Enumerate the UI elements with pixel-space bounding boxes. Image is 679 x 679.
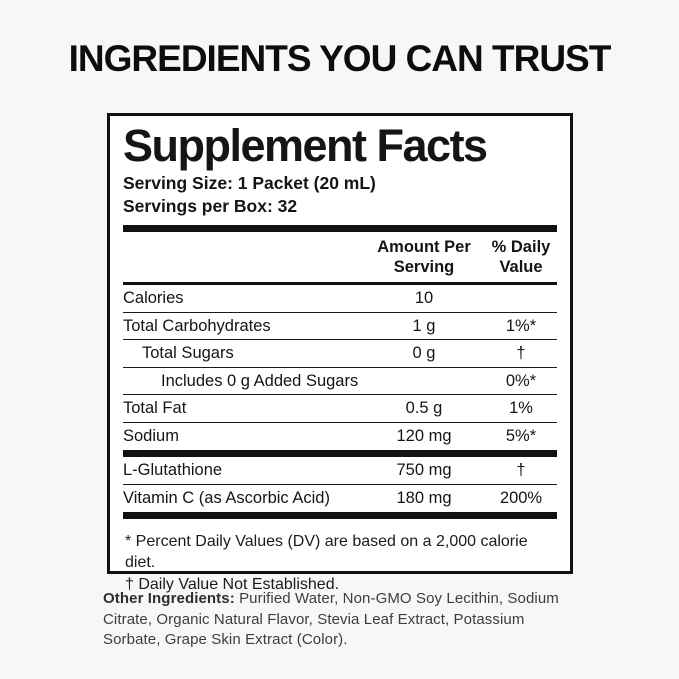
serving-size: Serving Size: 1 Packet (20 mL)	[123, 173, 376, 194]
nutrient-daily-value: 5%*	[505, 427, 537, 446]
other-ingredients: Other Ingredients: Purified Water, Non-G…	[103, 589, 585, 651]
divider-thick-bottom	[123, 512, 557, 520]
divider-thick-top	[123, 225, 557, 233]
header-spacer	[123, 238, 363, 277]
nutrition-rows: Calories 10 Total Carbohydrates 1 g 1%* …	[123, 285, 557, 450]
nutrient-amount: 180 mg	[396, 489, 452, 508]
nutrient-amount: 1 g	[412, 316, 436, 335]
nutrient-name: Total Carbohydrates	[123, 316, 271, 335]
nutrient-daily-value: 0%*	[505, 371, 537, 390]
nutrient-daily-value: 200%	[499, 489, 543, 508]
nutrient-daily-value: 1%	[509, 399, 533, 418]
nutrient-amount: 0.5 g	[405, 399, 443, 418]
footnote-not-established: † Daily Value Not Established.	[125, 575, 340, 593]
nutrient-amount: 120 mg	[396, 427, 452, 446]
table-row: Total Sugars 0 g †	[123, 340, 557, 368]
nutrient-daily-value: 1%*	[505, 316, 537, 335]
nutrient-daily-value: †	[516, 344, 526, 363]
footnotes: * Percent Daily Values (DV) are based on…	[123, 519, 557, 594]
nutrient-name: Vitamin C (as Ascorbic Acid)	[123, 489, 330, 508]
nutrient-name: Calories	[123, 289, 184, 308]
table-row: Vitamin C (as Ascorbic Acid) 180 mg 200%	[123, 485, 557, 513]
nutrient-name: Sodium	[123, 427, 179, 446]
divider-thick-middle	[123, 450, 557, 458]
column-header-daily-value: % Daily Value	[491, 238, 551, 276]
servings-per-box: Servings per Box: 32	[123, 196, 298, 217]
supplement-facts-panel: Supplement Facts Serving Size: 1 Packet …	[107, 113, 573, 593]
nutrient-amount: 10	[414, 289, 434, 308]
table-row: Includes 0 g Added Sugars 0%*	[123, 368, 557, 396]
supplement-facts-title: Supplement Facts	[123, 120, 488, 171]
serving-info: Serving Size: 1 Packet (20 mL) Servings …	[123, 172, 557, 218]
nutrient-amount: 0 g	[412, 344, 436, 363]
nutrient-daily-value: †	[516, 461, 526, 480]
supplement-rows: L-Glutathione 750 mg † Vitamin C (as Asc…	[123, 457, 557, 512]
other-ingredients-label: Other Ingredients:	[103, 590, 235, 607]
table-row: Total Fat 0.5 g 1%	[123, 395, 557, 423]
nutrient-name: L-Glutathione	[123, 461, 223, 480]
nutrient-name: Total Sugars	[142, 344, 234, 363]
table-row: Sodium 120 mg 5%*	[123, 423, 557, 451]
page-title: INGREDIENTS YOU CAN TRUST	[68, 38, 612, 79]
table-row: L-Glutathione 750 mg †	[123, 457, 557, 485]
table-header-row: Amount Per Serving % Daily Value	[123, 232, 557, 286]
footnote-daily-values: * Percent Daily Values (DV) are based on…	[125, 533, 528, 572]
nutrient-amount: 750 mg	[396, 461, 452, 480]
table-row: Calories 10	[123, 285, 557, 313]
nutrient-name: Total Fat	[123, 399, 187, 418]
other-ingredients-text: Purified Water, Non-GMO Soy Lecithin, So…	[103, 590, 559, 649]
nutrient-name: Includes 0 g Added Sugars	[161, 371, 359, 390]
table-row: Total Carbohydrates 1 g 1%*	[123, 313, 557, 341]
column-header-amount: Amount Per Serving	[377, 238, 471, 276]
